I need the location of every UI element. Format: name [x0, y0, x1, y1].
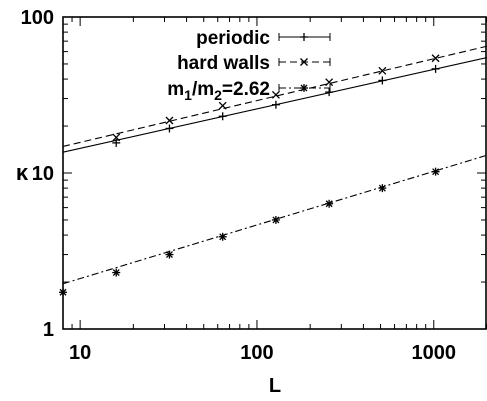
legend-marker: [300, 58, 308, 66]
data-point: [271, 100, 280, 109]
x-tick-label: 100: [240, 342, 273, 364]
legend-label-part: m: [167, 79, 184, 100]
y-tick-label: 10: [32, 163, 54, 185]
legend-label: hard walls: [177, 53, 270, 74]
x-tick-label: 1000: [412, 342, 457, 364]
marker-stroke: [300, 58, 308, 66]
axis-ticks: 10 100 1000 1 10 100: [21, 7, 487, 364]
marker-stroke: [378, 184, 386, 192]
fit-line: [62, 45, 487, 147]
fit-lines: [62, 45, 487, 285]
marker-stroke: [432, 168, 440, 176]
data-point: [112, 268, 121, 277]
marker-stroke: [165, 251, 173, 259]
legend-label-part: m: [197, 79, 214, 100]
marker-stroke: [300, 84, 308, 92]
data-point: [271, 90, 280, 99]
marker-stroke: [431, 54, 440, 63]
marker-stroke: [218, 101, 227, 110]
legend-label-part: 2: [214, 87, 222, 103]
data-point: [218, 232, 227, 241]
marker-stroke: [325, 78, 334, 87]
data-point: [112, 133, 121, 142]
legend-marker: [300, 84, 308, 92]
data-point: [378, 66, 387, 75]
data-point: [325, 78, 334, 87]
legend-label-part: 1: [184, 87, 192, 103]
marker-stroke: [325, 200, 333, 208]
y-tick-label: 100: [21, 7, 54, 29]
y-axis-label: κ: [16, 160, 29, 185]
data-point: [165, 250, 174, 259]
data-points: [59, 54, 440, 297]
data-point: [378, 184, 387, 193]
data-point: [271, 215, 280, 224]
legend-label: periodic: [196, 28, 270, 49]
data-point: [431, 54, 440, 63]
data-point: [325, 199, 334, 208]
legend-label-part: =2.62: [222, 79, 270, 100]
data-point: [218, 112, 227, 121]
data-point: [165, 124, 174, 133]
marker-stroke: [272, 216, 280, 224]
plot-frame: [62, 16, 487, 330]
data-point: [218, 101, 227, 110]
legend-label-part: /: [192, 79, 198, 100]
x-axis-label: L: [269, 375, 281, 397]
data-point: [112, 138, 121, 147]
y-tick-label: 1: [43, 319, 54, 341]
data-point: [431, 64, 440, 73]
legend-marker: [300, 33, 308, 41]
data-point: [431, 167, 440, 176]
legend-label: m1/m2=2.62: [167, 79, 270, 103]
data-point: [325, 88, 334, 97]
marker-stroke: [112, 133, 121, 142]
marker-stroke: [165, 116, 174, 125]
marker-stroke: [271, 90, 280, 99]
marker-stroke: [112, 269, 120, 277]
marker-stroke: [378, 66, 387, 75]
data-point: [165, 116, 174, 125]
marker-stroke: [219, 233, 227, 241]
data-point: [378, 76, 387, 85]
x-tick-label: 10: [69, 342, 91, 364]
